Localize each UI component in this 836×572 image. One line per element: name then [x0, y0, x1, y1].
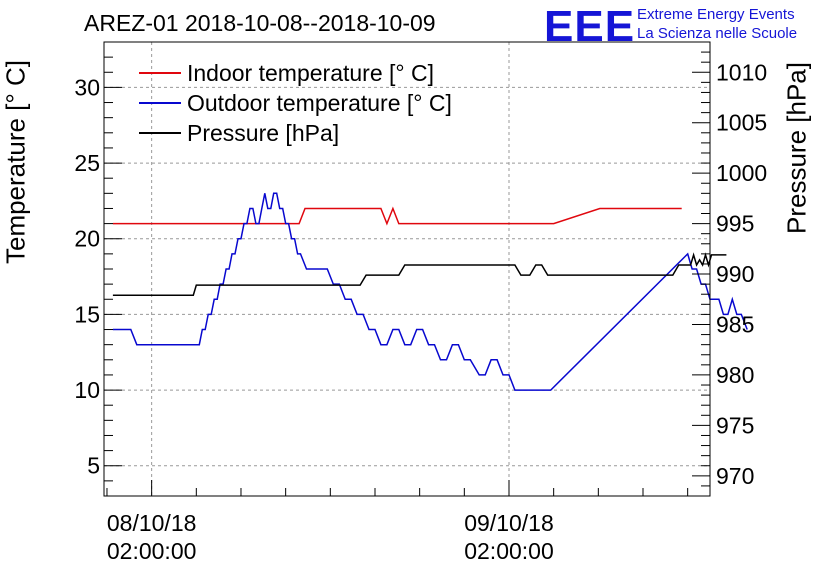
x-tick-label-date: 08/10/18 [107, 510, 197, 536]
y-tick-label-left: 5 [87, 453, 100, 479]
y-tick-label-left: 15 [74, 301, 100, 327]
y-tick-label-right: 990 [716, 261, 754, 287]
x-tick-label-date: 09/10/18 [464, 510, 554, 536]
series-line-1 [112, 206, 682, 226]
eee-logo-mark: EEE [544, 2, 636, 51]
y-tick-label-right: 985 [716, 311, 754, 337]
axes: 5 10 15 20 25 30 970 975 980 985 990 995 1000 1005 101… [74, 41, 767, 564]
y-tick-label-right: 975 [716, 412, 754, 438]
series-line-3 [112, 252, 727, 296]
logo-line-2: La Scienza nelle Scuole [637, 25, 798, 42]
series-line-2 [112, 192, 748, 391]
legend-label-3: Pressure [hPa] [187, 120, 339, 146]
grid [104, 42, 710, 496]
legend: Indoor temperature [° C] Outdoor temperat… [139, 60, 452, 146]
y-tick-label-right: 1000 [716, 160, 767, 186]
y-tick-label-right: 995 [716, 211, 754, 237]
series-lines [112, 192, 748, 391]
eee-logo-text: Extreme Energy Events La Scienza nelle S… [637, 5, 797, 43]
y-tick-label-right: 1005 [716, 110, 767, 136]
y-tick-label-left: 25 [74, 150, 100, 176]
logo-line-1: Extreme Energy Events [637, 6, 795, 23]
x-tick-label-time: 02:00:00 [107, 538, 197, 564]
legend-label-2: Outdoor temperature [° C] [187, 90, 452, 116]
y-tick-label-right: 970 [716, 463, 754, 489]
y-tick-label-left: 10 [74, 377, 100, 403]
y-tick-label-right: 980 [716, 362, 754, 388]
y-tick-label-right: 1010 [716, 59, 767, 85]
chart-title: AREZ-01 2018-10-08--2018-10-09 [84, 10, 436, 36]
y-tick-label-left: 30 [74, 74, 100, 100]
x-tick-label-time: 02:00:00 [464, 538, 554, 564]
y-tick-label-left: 20 [74, 226, 100, 252]
legend-label-1: Indoor temperature [° C] [187, 60, 434, 86]
